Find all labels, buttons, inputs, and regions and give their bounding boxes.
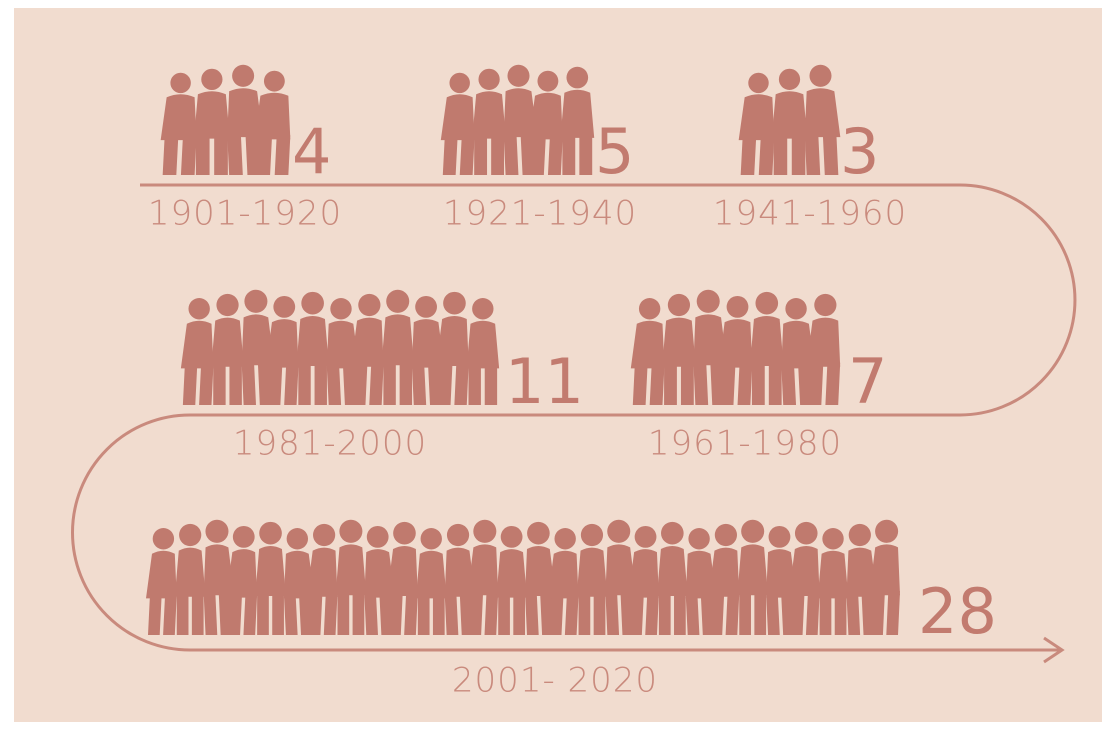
figure-group	[180, 289, 500, 405]
person-icon	[503, 64, 538, 175]
person-icon	[630, 298, 665, 405]
person-icon	[817, 528, 849, 635]
person-icon	[364, 525, 396, 635]
person-icon	[766, 525, 797, 635]
person-icon	[781, 298, 815, 405]
figure-group	[738, 64, 841, 175]
person-icon	[211, 293, 244, 405]
person-icon	[467, 519, 499, 635]
person-icon	[241, 289, 275, 405]
figure-group	[160, 64, 291, 175]
person-icon	[738, 72, 775, 175]
person-icon	[547, 528, 579, 635]
person-icon	[869, 519, 901, 635]
person-icon	[444, 523, 476, 635]
value-label: 11	[505, 345, 584, 418]
value-label: 7	[848, 345, 887, 418]
person-icon	[180, 298, 214, 405]
person-icon	[255, 521, 286, 635]
figure-group	[440, 64, 595, 175]
person-icon	[718, 295, 753, 405]
person-icon	[771, 68, 808, 175]
person-icon	[605, 519, 637, 635]
timeline	[71, 183, 1077, 652]
value-label: 3	[840, 115, 879, 188]
person-icon	[737, 519, 769, 635]
figure-group	[145, 519, 901, 635]
person-icon	[436, 291, 469, 405]
person-icon	[656, 521, 688, 635]
person-icon	[174, 523, 206, 635]
person-icon	[466, 298, 500, 405]
person-icon	[283, 528, 315, 635]
person-icon	[846, 523, 878, 635]
person-icon	[496, 525, 528, 635]
person-icon	[193, 68, 230, 175]
value-label: 4	[292, 115, 331, 188]
period-label: 1901-1920	[148, 194, 342, 234]
person-icon	[387, 521, 418, 635]
person-icon	[693, 289, 728, 405]
figure-group	[630, 289, 841, 405]
person-icon	[560, 66, 595, 175]
period-label: 1981-2000	[233, 424, 427, 464]
person-icon	[685, 528, 717, 635]
person-icon	[804, 64, 841, 175]
period-label: 1941-1960	[713, 194, 907, 234]
person-icon	[708, 523, 740, 635]
person-icon	[628, 525, 659, 635]
person-icon	[576, 523, 608, 635]
person-icon	[788, 521, 820, 635]
period-label: 1921-1940	[443, 194, 637, 234]
person-icon	[265, 295, 299, 405]
person-icon	[528, 70, 563, 175]
person-icon	[203, 519, 235, 635]
period-label: 2001- 2020	[452, 661, 658, 701]
person-icon	[296, 291, 329, 405]
person-icon	[472, 68, 507, 175]
timeline-arrow	[1043, 636, 1065, 664]
person-icon	[381, 289, 415, 405]
person-icon	[415, 528, 447, 635]
period-label: 1961-1980	[648, 424, 842, 464]
value-label: 5	[595, 115, 634, 188]
person-icon	[411, 295, 445, 405]
person-icon	[254, 70, 291, 175]
person-icon	[749, 291, 784, 405]
person-icon	[524, 521, 556, 635]
person-icon	[145, 528, 177, 635]
person-icon	[351, 293, 384, 405]
person-icon	[227, 64, 264, 175]
value-label: 28	[918, 575, 997, 648]
person-icon	[335, 519, 367, 635]
person-icon	[160, 72, 197, 175]
person-icon	[440, 72, 475, 175]
person-icon	[326, 298, 360, 405]
person-icon	[806, 293, 841, 405]
person-icon	[306, 523, 338, 635]
person-icon	[226, 525, 258, 635]
person-icon	[662, 293, 696, 405]
